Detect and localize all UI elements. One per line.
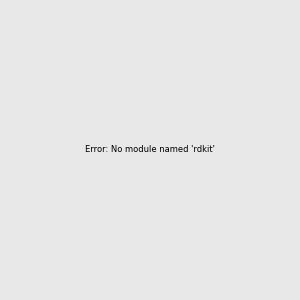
Text: Error: No module named 'rdkit': Error: No module named 'rdkit' <box>85 146 215 154</box>
